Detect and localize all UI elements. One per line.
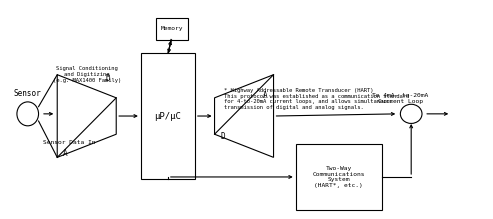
Text: Memory: Memory xyxy=(160,26,183,32)
Text: Signal Conditioning
and Digitizing
(e.g. MAX1400 Family): Signal Conditioning and Digitizing (e.g.… xyxy=(53,66,121,83)
Ellipse shape xyxy=(400,104,422,124)
Bar xyxy=(296,144,382,210)
Text: μP/μC: μP/μC xyxy=(154,111,181,120)
Text: A: A xyxy=(63,149,68,158)
Bar xyxy=(141,53,195,179)
Text: Sensor: Sensor xyxy=(14,89,41,98)
Text: A: A xyxy=(263,91,268,100)
Text: D: D xyxy=(106,74,110,83)
Text: D: D xyxy=(220,132,225,141)
Ellipse shape xyxy=(17,102,38,126)
Bar xyxy=(156,18,187,40)
Text: Sensor Data In: Sensor Data In xyxy=(43,140,96,145)
Polygon shape xyxy=(57,75,116,157)
Text: To 4mA- to-20mA
Current Loop: To 4mA- to-20mA Current Loop xyxy=(372,93,428,104)
Polygon shape xyxy=(214,75,274,157)
Text: Two-Way
Communications
System
(HART*, etc.): Two-Way Communications System (HART*, et… xyxy=(313,166,365,188)
Text: * Highway Addressable Remote Transducer (HART)
This protocol was established as : * Highway Addressable Remote Transducer … xyxy=(224,88,410,110)
